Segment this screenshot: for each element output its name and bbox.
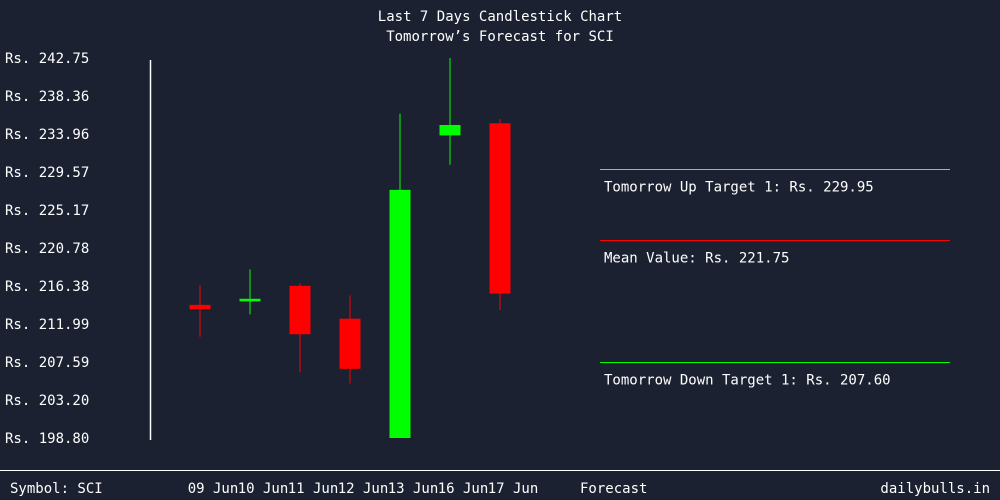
x-tick-label: 09 Jun — [188, 481, 239, 497]
y-tick-label: Rs. 198.80 — [5, 431, 89, 447]
y-tick-label: Rs. 242.75 — [5, 51, 89, 67]
y-tick-label: Rs. 229.57 — [5, 165, 89, 181]
candles-group — [189, 58, 511, 438]
y-tick-label: Rs. 225.17 — [5, 203, 89, 219]
candle-body — [189, 304, 211, 310]
forecast-label: Forecast — [580, 481, 647, 497]
candle-body — [339, 318, 361, 369]
y-tick-label: Rs. 233.96 — [5, 127, 89, 143]
candle-body — [289, 285, 311, 335]
mean-value-label: Mean Value: Rs. 221.75 — [604, 251, 789, 267]
down-target-label: Tomorrow Down Target 1: Rs. 207.60 — [604, 373, 891, 389]
up-target-label: Tomorrow Up Target 1: Rs. 229.95 — [604, 180, 874, 196]
candle-body — [439, 125, 461, 136]
x-tick-label: 16 Jun — [438, 481, 489, 497]
y-tick-label: Rs. 203.20 — [5, 393, 89, 409]
x-tick-label: 17 Jun — [488, 481, 539, 497]
chart-title: Last 7 Days Candlestick Chart — [377, 9, 623, 25]
y-tick-label: Rs. 211.99 — [5, 317, 89, 333]
y-tick-label: Rs. 216.38 — [5, 279, 89, 295]
y-tick-label: Rs. 238.36 — [5, 89, 89, 105]
y-tick-label: Rs. 207.59 — [5, 355, 89, 371]
y-tick-label: Rs. 220.78 — [5, 241, 89, 257]
x-tick-label: 12 Jun — [338, 481, 389, 497]
chart-subtitle: Tomorrow’s Forecast for SCI — [386, 29, 614, 45]
y-axis: Rs. 242.75 Rs. 238.36 Rs. 233.96 Rs. 229.57… — [5, 51, 152, 447]
footer-group: Symbol: SCI 09 Jun 10 Jun 11 Jun 12 Jun 13 Ju… — [0, 470, 1000, 497]
candle-body — [389, 189, 411, 438]
x-tick-label: 13 Jun — [388, 481, 439, 497]
symbol-label: Symbol: SCI — [10, 481, 103, 497]
x-tick-label: 11 Jun — [288, 481, 339, 497]
x-tick-label: 10 Jun — [238, 481, 289, 497]
candle-body — [239, 298, 261, 302]
forecast-group: Tomorrow Up Target 1: Rs. 229.95 Mean Val… — [600, 169, 950, 389]
candle-body — [489, 123, 511, 294]
brand-link[interactable]: dailybulls.in — [880, 481, 990, 497]
